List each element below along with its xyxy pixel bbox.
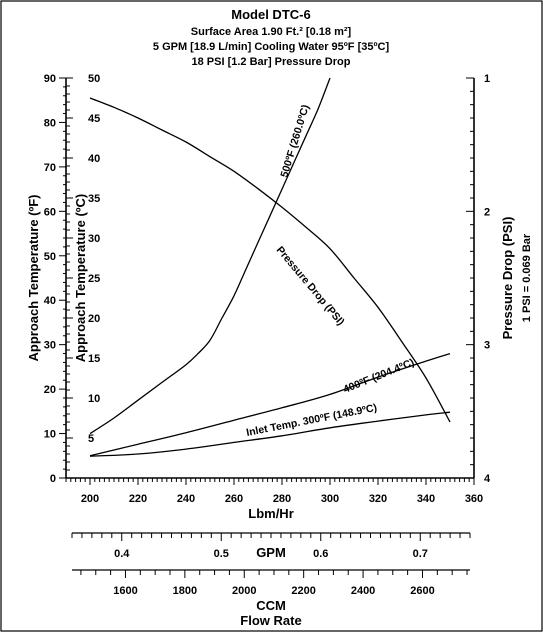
gpm-tick-label: 0.5: [214, 548, 229, 560]
chart-subtitle-2: 5 GPM [18.9 L/min] Cooling Water 95ºF [3…: [153, 41, 390, 53]
series-300f-line: [89, 411, 451, 457]
series-label-500f: 500ºF (260.0ºC): [278, 103, 312, 179]
yc-tick-label: 35: [88, 193, 100, 205]
y-axis-label-c: Approach Temperature (ºC): [73, 194, 88, 362]
chart-subtitle-1: Surface Area 1.90 Ft.² [0.18 m²]: [191, 26, 352, 38]
yf-tick-label: 90: [44, 73, 56, 85]
ccm-tick-label: 2400: [351, 585, 375, 597]
chart-subtitle-3: 18 PSI [1.2 Bar] Pressure Drop: [192, 56, 351, 68]
x-tick-label: 220: [129, 493, 147, 505]
yf-tick-label: 70: [44, 162, 56, 174]
yc-tick-label: 30: [88, 233, 100, 245]
series-label-pressure: Pressure Drop (PSI): [274, 244, 347, 328]
x-tick-label: 240: [177, 493, 195, 505]
gpm-axis-label: GPM: [256, 545, 286, 560]
yf-tick-label: 60: [44, 206, 56, 218]
ccm-tick-label: 2000: [232, 585, 256, 597]
yc-tick-label: 50: [88, 73, 100, 85]
gpm-tick-label: 0.6: [313, 548, 328, 560]
tick-labels: 200 220 240 260 280 300 320 340 3600102030405060…: [44, 73, 491, 597]
gpm-tick-label: 0.4: [114, 548, 130, 560]
ccm-tick-label: 2200: [291, 585, 315, 597]
yc-tick-label: 10: [88, 393, 100, 405]
yf-tick-label: 40: [44, 295, 56, 307]
ccm-tick-label: 1600: [113, 585, 137, 597]
x-tick-label: 320: [369, 493, 387, 505]
series-500f-line: [89, 77, 331, 435]
y-axis-label-right: Pressure Drop (PSI): [500, 217, 515, 340]
yc-tick-label: 15: [88, 353, 100, 365]
yf-tick-label: 10: [44, 429, 56, 441]
x-tick-label: 200: [81, 493, 99, 505]
yc-tick-label: 45: [88, 113, 100, 125]
series-pressure-drop-line: [89, 97, 451, 423]
yf-tick-label: 50: [44, 251, 56, 263]
gpm-tick-label: 0.7: [413, 548, 428, 560]
x-tick-label: 340: [417, 493, 435, 505]
series-label-400f: 400ºF (204.4ºC): [342, 356, 416, 395]
x-tick-label: 280: [273, 493, 291, 505]
x-axis-label: Lbm/Hr: [248, 506, 294, 521]
series-label-300f: Inlet Temp. 300ºF (148.9ºC): [245, 402, 378, 439]
series-400f-line: [89, 352, 451, 457]
ccm-tick-label: 1800: [173, 585, 197, 597]
yf-tick-label: 0: [50, 473, 56, 485]
x-tick-label: 300: [321, 493, 339, 505]
yc-tick-label: 40: [88, 153, 100, 165]
ccm-tick-label: 2600: [410, 585, 434, 597]
tick-marks: [59, 77, 475, 578]
ypsi-tick-label: 3: [484, 340, 490, 352]
yc-tick-label: 5: [88, 433, 94, 445]
ccm-axis-label: CCM: [256, 598, 286, 613]
yf-tick-label: 80: [44, 117, 56, 129]
x-tick-label: 360: [465, 493, 483, 505]
flow-rate-label: Flow Rate: [240, 613, 301, 628]
yf-tick-label: 30: [44, 340, 56, 352]
series-lines: [89, 77, 451, 457]
ypsi-tick-label: 4: [484, 473, 491, 485]
x-tick-label: 260: [225, 493, 243, 505]
y-axis-label-f: Approach Temperature (ºF): [26, 194, 41, 361]
y-axis-label-right-note: 1 PSI = 0.069 Bar: [521, 233, 533, 322]
yf-tick-label: 20: [44, 384, 56, 396]
ypsi-tick-label: 1: [484, 73, 490, 85]
yc-tick-label: 25: [88, 273, 100, 285]
ypsi-tick-label: 2: [484, 206, 490, 218]
chart-title: Model DTC-6: [231, 7, 310, 22]
yc-tick-label: 20: [88, 313, 100, 325]
